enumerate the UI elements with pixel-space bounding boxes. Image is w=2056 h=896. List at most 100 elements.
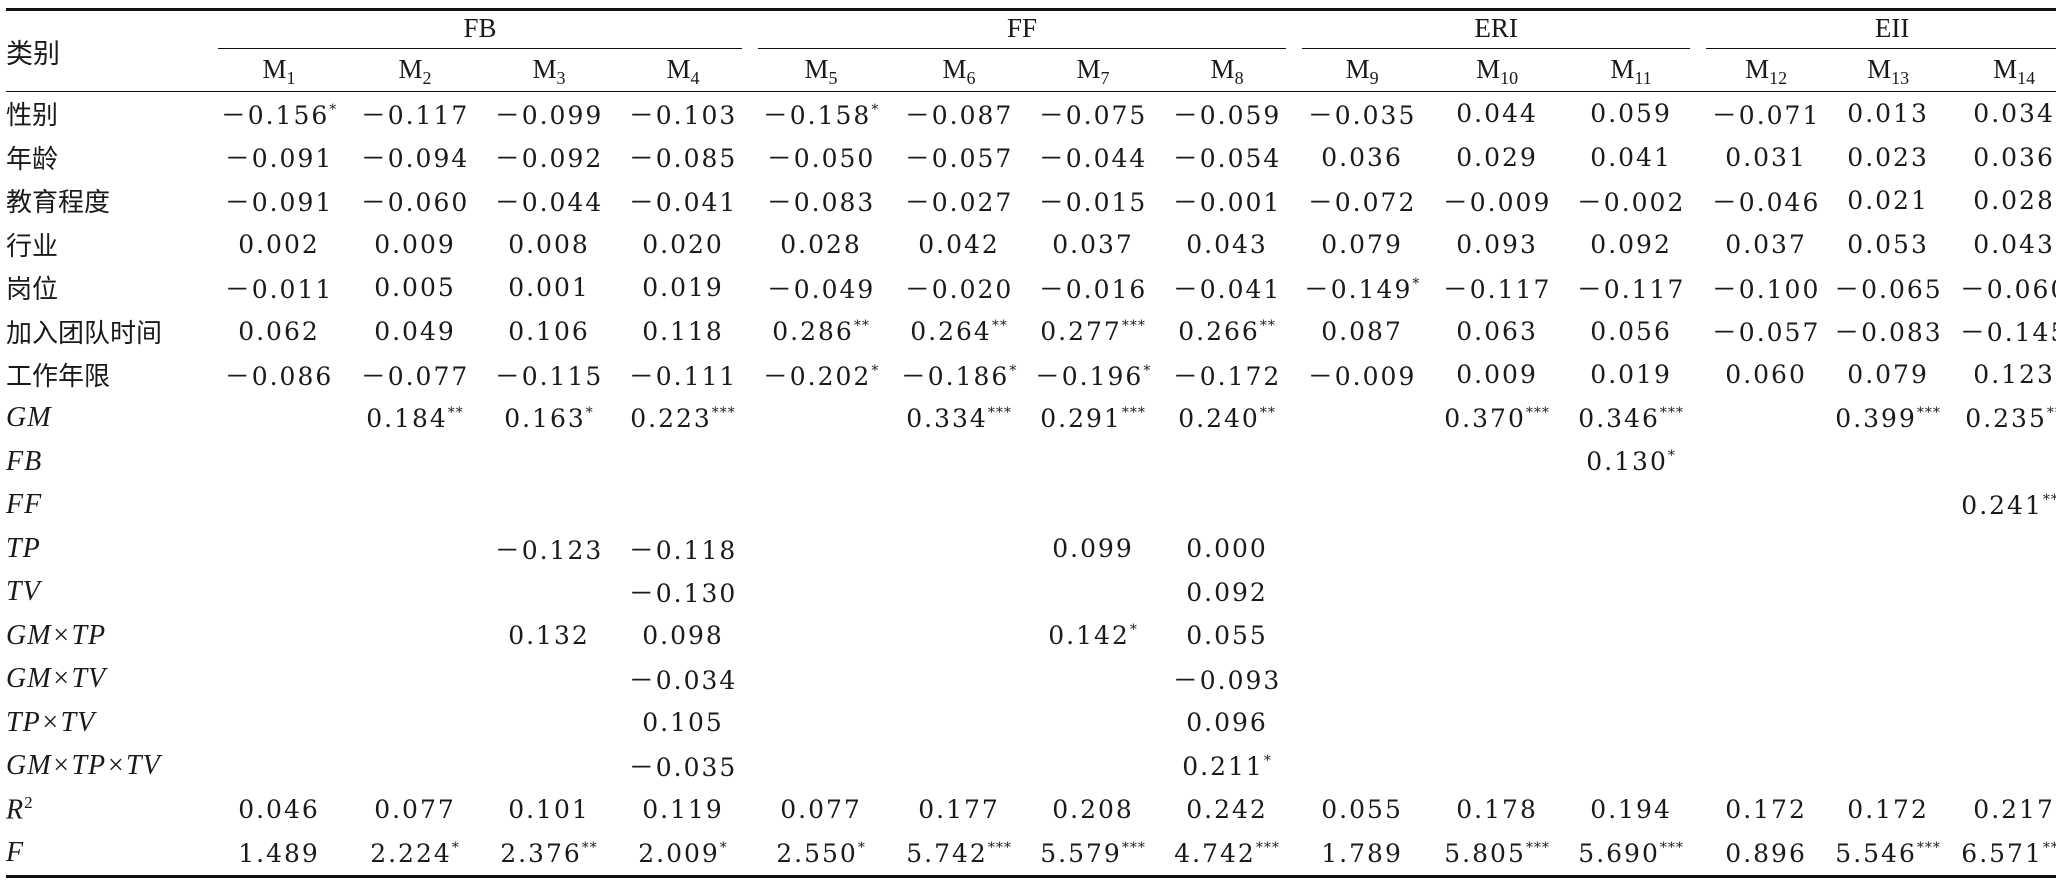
- coefficient-value: 0.037: [1052, 229, 1134, 259]
- coefficient-value: －0.016: [1038, 274, 1148, 304]
- table-cell: 0.005: [348, 266, 482, 310]
- table-cell: 0.046: [210, 788, 348, 832]
- table-cell: [1942, 658, 2056, 702]
- table-cell: 0.055: [1294, 788, 1430, 832]
- table-row: GM×TV －0.034 －0.093: [6, 658, 2056, 702]
- table-cell: 0.031: [1698, 136, 1834, 180]
- table-cell: 0.105: [616, 701, 750, 745]
- coefficient-value: 6.571: [1961, 838, 2043, 868]
- significance-marker: ***: [1121, 839, 1146, 856]
- table-cell: [1834, 527, 1942, 571]
- table-row: GM×TP 0.132 0.098 0.142* 0.055: [6, 614, 2056, 658]
- table-cell: [1294, 440, 1430, 484]
- coefficient-value: 0.242: [1186, 795, 1268, 825]
- table-cell: 0.163*: [482, 397, 616, 441]
- table-cell: －0.057: [1698, 310, 1834, 354]
- coefficient-value: 5.742: [906, 838, 988, 868]
- table-cell: [1942, 745, 2056, 789]
- table-row: TP －0.123 －0.118 0.099 0.000: [6, 527, 2056, 571]
- coefficient-value: 0.029: [1456, 142, 1538, 172]
- coefficient-value: 2.550: [776, 838, 858, 868]
- group-header-row: 类别 FB FF ERI EII: [6, 9, 2056, 70]
- model-header-14: M14: [1993, 53, 2036, 88]
- table-cell: 0.079: [1294, 223, 1430, 267]
- coefficient-value: －0.057: [1711, 318, 1821, 348]
- coefficient-value: 0.077: [374, 795, 456, 825]
- table-cell: [210, 701, 348, 745]
- table-cell: [1564, 614, 1698, 658]
- coefficient-value: －0.049: [766, 274, 876, 304]
- table-cell: 5.579***: [1026, 832, 1160, 877]
- table-cell: 0.021: [1834, 179, 1942, 223]
- regression-table-container: 类别 FB FF ERI EII M1 M2 M3 M4 M5 M6 M7 M8 M9 M10 M1…: [6, 8, 2056, 878]
- table-cell: －0.115: [482, 353, 616, 397]
- table-cell: －0.020: [892, 266, 1026, 310]
- row-label: GM×TP: [6, 619, 107, 651]
- coefficient-value: 0.005: [374, 273, 456, 303]
- coefficient-value: －0.009: [1307, 361, 1417, 391]
- model-header-8: M8: [1210, 53, 1244, 88]
- table-cell: 5.546***: [1834, 832, 1942, 877]
- table-cell: [892, 745, 1026, 789]
- coefficient-value: －0.093: [1172, 666, 1282, 696]
- table-cell: －0.083: [750, 179, 892, 223]
- table-cell: [1834, 658, 1942, 702]
- coefficient-value: 0.055: [1321, 795, 1403, 825]
- coefficient-value: －0.130: [628, 579, 738, 609]
- table-cell: －0.059: [1160, 92, 1294, 136]
- table-cell: －0.075: [1026, 92, 1160, 136]
- coefficient-value: 0.211: [1182, 751, 1264, 781]
- table-cell: 0.087: [1294, 310, 1430, 354]
- table-cell: 0.029: [1430, 136, 1564, 180]
- table-cell: 0.053: [1834, 223, 1942, 267]
- coefficient-value: 0.060: [1725, 360, 1807, 390]
- table-cell: 0.223***: [616, 397, 750, 441]
- coefficient-value: 0.099: [1052, 534, 1134, 564]
- table-cell: 0.037: [1698, 223, 1834, 267]
- table-row: 岗位 －0.011 0.005 0.001 0.019 －0.049 －0.020 －0.01…: [6, 266, 2056, 310]
- coefficient-value: 0.079: [1321, 229, 1403, 259]
- significance-marker: ***: [2042, 839, 2056, 856]
- table-cell: 0.277***: [1026, 310, 1160, 354]
- significance-marker: **: [2046, 404, 2056, 421]
- row-label: R2: [6, 793, 34, 826]
- coefficient-value: 0.019: [642, 273, 724, 303]
- table-cell: [1294, 397, 1430, 441]
- table-cell: －0.035: [1294, 92, 1430, 136]
- coefficient-value: 0.031: [1725, 142, 1807, 172]
- table-cell: －0.092: [482, 136, 616, 180]
- table-cell: －0.118: [616, 527, 750, 571]
- significance-marker: **: [991, 317, 1008, 334]
- coefficient-value: 2.224: [370, 838, 452, 868]
- table-cell: 0.000: [1160, 527, 1294, 571]
- table-cell: [1698, 440, 1834, 484]
- table-cell: [892, 571, 1026, 615]
- coefficient-value: 0.223: [630, 403, 712, 433]
- significance-marker: **: [447, 404, 464, 421]
- table-cell: 0.019: [1564, 353, 1698, 397]
- coefficient-value: 4.742: [1174, 838, 1256, 868]
- row-label: GM×TP×TV: [6, 750, 161, 782]
- table-cell: －0.130: [616, 571, 750, 615]
- row-label: FB: [6, 445, 43, 477]
- coefficient-value: 0.184: [366, 403, 448, 433]
- table-row: 加入团队时间 0.062 0.049 0.106 0.118 0.286** 0.264**…: [6, 310, 2056, 354]
- coefficient-value: 0.346: [1578, 403, 1660, 433]
- table-row: 年龄 －0.091 －0.094 －0.092 －0.085 －0.050 －0.057 －0…: [6, 136, 2056, 180]
- table-cell: [210, 614, 348, 658]
- coefficient-value: －0.059: [1172, 100, 1282, 130]
- table-cell: 0.099: [1026, 527, 1160, 571]
- table-cell: 0.077: [348, 788, 482, 832]
- significance-marker: *: [1263, 752, 1272, 769]
- row-label: 工作年限: [6, 362, 111, 393]
- table-cell: －0.027: [892, 179, 1026, 223]
- table-cell: [1430, 614, 1564, 658]
- table-cell: －0.172: [1160, 353, 1294, 397]
- table-cell: [1294, 614, 1430, 658]
- table-cell: 0.399***: [1834, 397, 1942, 441]
- table-cell: －0.202*: [750, 353, 892, 397]
- row-label: 教育程度: [6, 188, 111, 219]
- significance-marker: ***: [1659, 404, 1684, 421]
- coefficient-value: 0.399: [1835, 403, 1917, 433]
- table-cell: [348, 484, 482, 528]
